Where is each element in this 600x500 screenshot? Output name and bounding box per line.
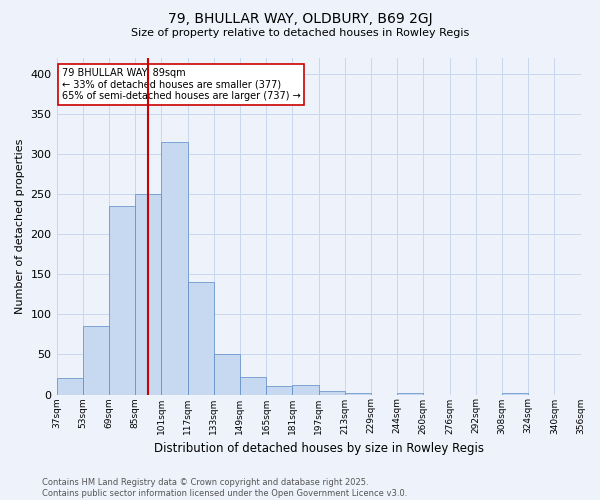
Bar xyxy=(266,386,292,394)
Text: 79 BHULLAR WAY: 89sqm
← 33% of detached houses are smaller (377)
65% of semi-det: 79 BHULLAR WAY: 89sqm ← 33% of detached … xyxy=(62,68,301,101)
Bar xyxy=(292,385,319,394)
Bar xyxy=(135,194,161,394)
Bar xyxy=(502,393,528,394)
Bar xyxy=(56,378,83,394)
X-axis label: Distribution of detached houses by size in Rowley Regis: Distribution of detached houses by size … xyxy=(154,442,484,455)
Text: 79, BHULLAR WAY, OLDBURY, B69 2GJ: 79, BHULLAR WAY, OLDBURY, B69 2GJ xyxy=(167,12,433,26)
Bar xyxy=(214,354,240,395)
Bar xyxy=(188,282,214,395)
Y-axis label: Number of detached properties: Number of detached properties xyxy=(15,138,25,314)
Bar xyxy=(240,377,266,394)
Bar xyxy=(83,326,109,394)
Bar xyxy=(397,393,424,394)
Bar xyxy=(161,142,188,395)
Text: Contains HM Land Registry data © Crown copyright and database right 2025.
Contai: Contains HM Land Registry data © Crown c… xyxy=(42,478,407,498)
Bar xyxy=(319,390,345,394)
Bar xyxy=(345,393,371,394)
Text: Size of property relative to detached houses in Rowley Regis: Size of property relative to detached ho… xyxy=(131,28,469,38)
Bar xyxy=(109,206,135,394)
